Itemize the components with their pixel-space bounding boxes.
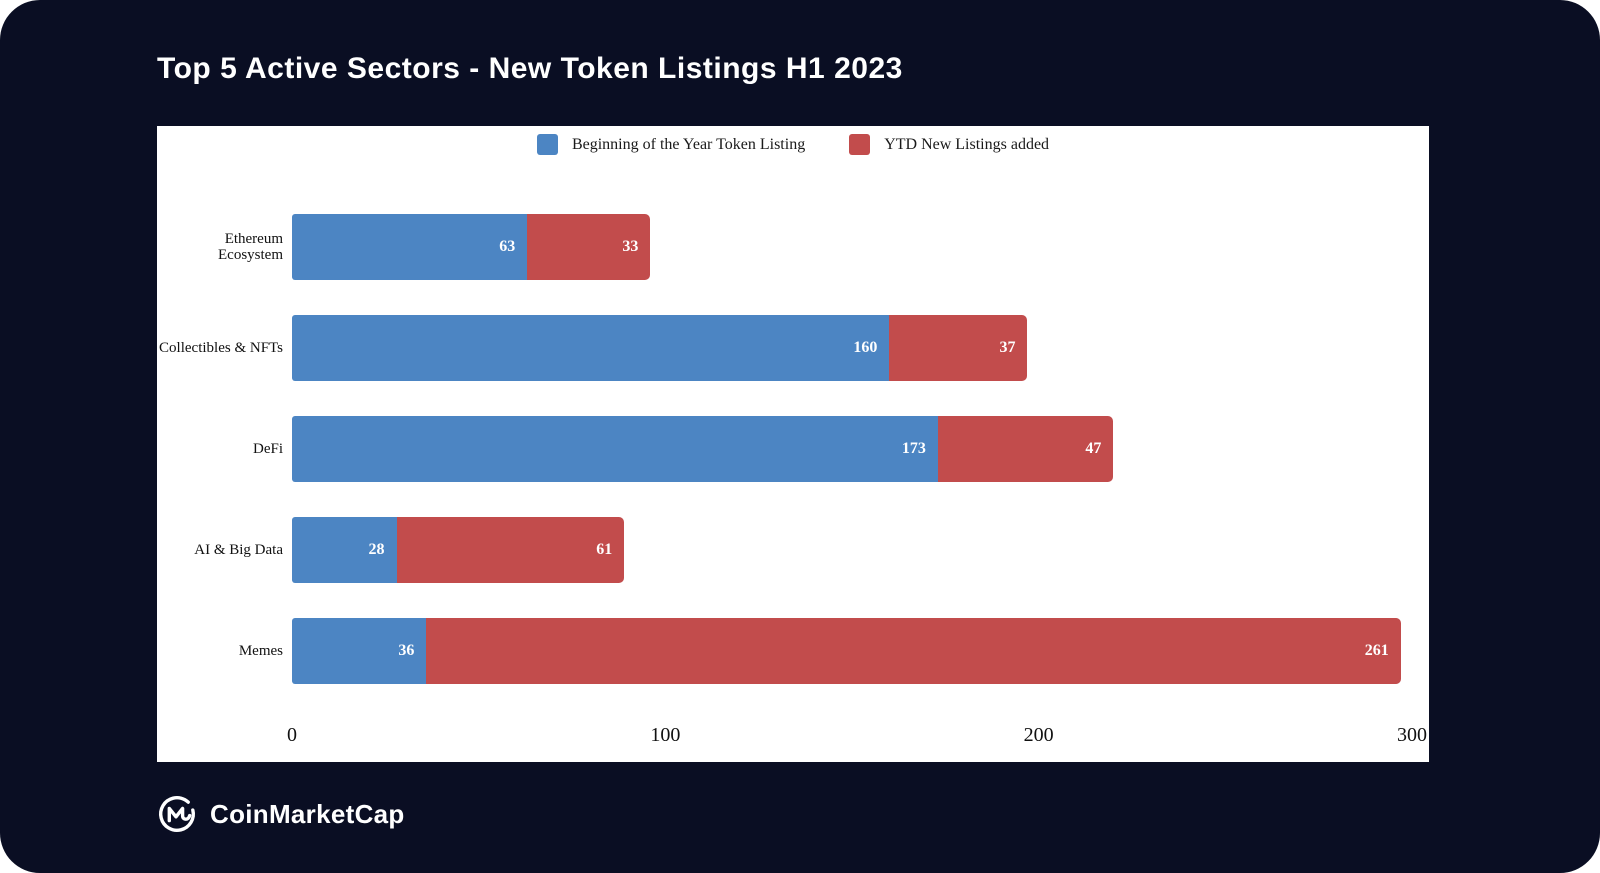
stacked-bar: 63 33 xyxy=(292,214,651,280)
bar-row: AI & Big Data 28 61 xyxy=(157,517,1429,583)
x-axis: 0 100 200 300 xyxy=(157,724,1429,754)
x-axis-tick-label: 100 xyxy=(650,724,681,746)
bar-segment: 261 xyxy=(426,618,1401,684)
category-label: Collectibles & NFTs xyxy=(159,339,283,356)
category-label: Ethereum Ecosystem xyxy=(218,230,283,264)
bar-segment: 160 xyxy=(292,315,890,381)
page-title: Top 5 Active Sectors - New Token Listing… xyxy=(157,52,903,85)
bar-row: DeFi 173 47 xyxy=(157,416,1429,482)
brand-footer: CoinMarketCap xyxy=(157,794,405,834)
bar-row: Collectibles & NFTs 160 37 xyxy=(157,315,1429,381)
bar-value-label: 28 xyxy=(368,541,385,558)
bar-value-label: 36 xyxy=(398,642,415,659)
stacked-bar: 160 37 xyxy=(292,315,1028,381)
bar-row: Memes 36 261 xyxy=(157,618,1429,684)
legend-item-beginning-of-year: Beginning of the Year Token Listing xyxy=(536,134,806,155)
chart-legend: Beginning of the Year Token Listing YTD … xyxy=(157,134,1429,155)
bar-value-label: 47 xyxy=(1085,440,1102,457)
bar-segment: 28 xyxy=(292,517,397,583)
bar-segment: 173 xyxy=(292,416,938,482)
legend-item-ytd-new-listings: YTD New Listings added xyxy=(849,134,1049,155)
legend-label: YTD New Listings added xyxy=(884,135,1050,153)
bar-value-label: 261 xyxy=(1364,642,1389,659)
chart-panel: Ethereum Ecosystem 63 33 Collectibles & NFT… xyxy=(157,126,1429,762)
bar-segment: 47 xyxy=(937,416,1114,482)
legend-swatch-blue-icon xyxy=(536,134,558,155)
bar-segment: 37 xyxy=(889,315,1028,381)
x-axis-tick-label: 0 xyxy=(287,724,297,746)
stacked-bar: 36 261 xyxy=(292,618,1401,684)
bar-value-label: 37 xyxy=(999,339,1016,356)
x-axis-tick-label: 300 xyxy=(1397,724,1427,746)
bar-value-label: 63 xyxy=(499,238,516,255)
legend-swatch-red-icon xyxy=(849,134,871,155)
bar-segment: 63 xyxy=(292,214,528,280)
brand-name: CoinMarketCap xyxy=(210,798,405,829)
bar-segment: 33 xyxy=(527,214,651,280)
bar-row: Ethereum Ecosystem 63 33 xyxy=(157,214,1429,280)
x-axis-tick-label: 200 xyxy=(1023,724,1054,746)
bar-segment: 36 xyxy=(292,618,427,684)
bar-value-label: 173 xyxy=(901,440,926,457)
bar-value-label: 160 xyxy=(853,339,878,356)
legend-label: Beginning of the Year Token Listing xyxy=(571,135,806,153)
stacked-bar: 28 61 xyxy=(292,517,625,583)
category-label: DeFi xyxy=(253,440,283,457)
coinmarketcap-logo-icon xyxy=(159,796,195,832)
bar-value-label: 33 xyxy=(622,238,639,255)
category-label: Memes xyxy=(238,642,283,659)
bar-value-label: 61 xyxy=(596,541,613,558)
stacked-bar: 173 47 xyxy=(292,416,1114,482)
bar-segment: 61 xyxy=(396,517,625,583)
bar-plot: Ethereum Ecosystem 63 33 Collectibles & NFT… xyxy=(157,126,1429,762)
category-label: AI & Big Data xyxy=(194,541,283,558)
